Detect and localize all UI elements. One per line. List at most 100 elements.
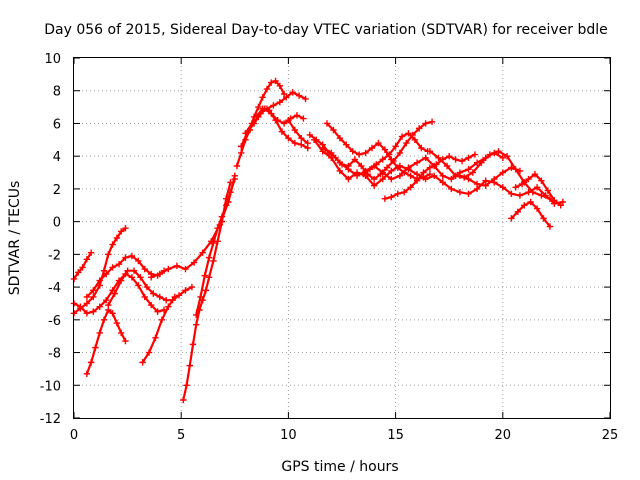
data-point bbox=[351, 156, 359, 163]
data-point bbox=[156, 293, 163, 301]
data-point bbox=[150, 290, 157, 297]
data-point bbox=[302, 95, 309, 103]
x-tick-label: 5 bbox=[177, 428, 185, 443]
data-point bbox=[405, 164, 412, 171]
data-point bbox=[165, 265, 172, 273]
data-point bbox=[370, 182, 378, 189]
data-series bbox=[70, 77, 567, 404]
data-point bbox=[197, 293, 204, 301]
data-point bbox=[115, 260, 123, 268]
data-point bbox=[248, 120, 256, 127]
data-point bbox=[227, 188, 234, 196]
data-point bbox=[448, 185, 455, 193]
data-point bbox=[109, 310, 116, 317]
data-point bbox=[538, 177, 545, 184]
data-point bbox=[345, 162, 352, 170]
data-point bbox=[521, 202, 528, 209]
data-point bbox=[201, 272, 208, 279]
data-point bbox=[124, 267, 131, 274]
chart-title: Day 056 of 2015, Sidereal Day-to-day VTE… bbox=[44, 22, 608, 38]
data-point bbox=[285, 134, 292, 142]
data-point bbox=[407, 172, 414, 180]
data-point bbox=[370, 175, 378, 183]
data-point bbox=[182, 287, 189, 294]
data-point bbox=[533, 205, 541, 212]
data-point bbox=[199, 249, 206, 256]
data-point bbox=[345, 175, 352, 183]
data-point bbox=[117, 277, 125, 284]
data-point bbox=[469, 169, 476, 176]
series-arc-5 bbox=[83, 306, 129, 378]
data-point bbox=[465, 154, 472, 162]
y-tick-label: -2 bbox=[48, 248, 61, 263]
data-point bbox=[368, 144, 376, 152]
plot-frame bbox=[73, 57, 611, 419]
data-point bbox=[428, 118, 436, 126]
data-point bbox=[381, 195, 389, 202]
data-point bbox=[83, 293, 91, 301]
data-point bbox=[388, 156, 395, 163]
data-point bbox=[152, 334, 159, 342]
data-point bbox=[143, 283, 151, 291]
data-point bbox=[259, 94, 266, 101]
data-point bbox=[482, 182, 489, 189]
series-arc-7 bbox=[139, 293, 178, 366]
x-tick-label: 25 bbox=[602, 428, 619, 443]
data-point bbox=[360, 170, 367, 178]
data-point bbox=[546, 223, 554, 230]
data-point bbox=[135, 282, 142, 289]
data-point bbox=[218, 213, 226, 220]
data-point bbox=[87, 359, 95, 366]
series-arc-25 bbox=[512, 170, 564, 209]
data-point bbox=[113, 234, 121, 242]
data-point bbox=[156, 270, 163, 278]
data-point bbox=[102, 270, 110, 278]
data-point bbox=[422, 120, 429, 127]
data-point bbox=[388, 167, 395, 175]
data-point bbox=[238, 143, 245, 150]
data-point bbox=[319, 141, 326, 148]
data-point bbox=[313, 136, 320, 144]
data-point bbox=[268, 79, 275, 86]
data-point bbox=[503, 152, 511, 160]
data-point bbox=[491, 175, 498, 183]
data-point bbox=[516, 167, 524, 175]
data-point bbox=[105, 301, 112, 309]
data-point bbox=[499, 184, 506, 191]
data-point bbox=[508, 215, 515, 222]
data-point bbox=[242, 130, 249, 137]
data-point bbox=[415, 125, 423, 132]
data-point bbox=[291, 139, 299, 147]
x-tick-label: 0 bbox=[70, 428, 78, 443]
data-point bbox=[435, 154, 442, 162]
data-point bbox=[559, 198, 567, 206]
data-point bbox=[529, 188, 537, 196]
data-point bbox=[289, 89, 296, 96]
data-point bbox=[358, 162, 365, 170]
data-point bbox=[379, 156, 386, 163]
data-point bbox=[90, 287, 97, 294]
data-point bbox=[426, 170, 434, 178]
series-trace bbox=[182, 181, 232, 402]
data-point bbox=[90, 293, 97, 301]
data-point bbox=[214, 224, 221, 232]
data-point bbox=[83, 256, 91, 263]
data-point bbox=[186, 362, 193, 369]
data-point bbox=[465, 166, 472, 173]
data-point bbox=[383, 164, 391, 171]
series-trace bbox=[458, 166, 522, 187]
data-point bbox=[377, 170, 384, 178]
data-point bbox=[135, 257, 142, 265]
data-point bbox=[272, 77, 279, 85]
series-arc-10 bbox=[193, 175, 238, 319]
series-arc-4 bbox=[83, 252, 168, 301]
data-point bbox=[210, 239, 217, 247]
data-point bbox=[280, 120, 288, 127]
x-tick-label: 10 bbox=[280, 428, 297, 443]
data-point bbox=[205, 254, 213, 261]
data-point bbox=[83, 300, 91, 307]
data-point bbox=[298, 134, 305, 142]
data-point bbox=[105, 251, 112, 258]
series-arc-6 bbox=[105, 267, 196, 309]
data-point bbox=[276, 98, 284, 106]
